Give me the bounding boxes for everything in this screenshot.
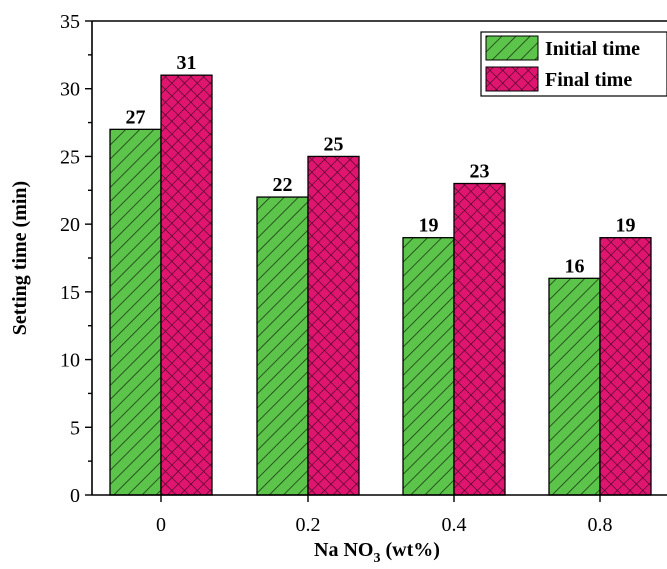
- legend-label-initial-time: Initial time: [545, 38, 640, 60]
- x-ticks-group: 0 0.2 0.4 0.8: [156, 495, 613, 536]
- x-axis-title-main: Na NO: [314, 539, 373, 561]
- data-label-initial-time-0-4: 19: [419, 215, 439, 237]
- y-tick-label: 5: [70, 417, 80, 439]
- y-tick-label: 25: [60, 146, 80, 168]
- y-ticks-group: 0 5 10 15 20 25 30 35: [60, 11, 92, 507]
- y-axis-title: Setting time (min): [9, 181, 31, 335]
- legend: Initial time Final time: [480, 31, 667, 97]
- x-tick-label: 0: [156, 514, 166, 536]
- y-tick-label: 15: [60, 282, 80, 304]
- data-label-final-time-0-8: 19: [616, 215, 636, 237]
- x-tick-label: 0.8: [588, 514, 613, 536]
- y-tick-label: 30: [60, 79, 80, 101]
- data-label-final-time-0: 31: [177, 52, 197, 74]
- legend-swatch-initial-time: [485, 35, 539, 61]
- bars-group: [109, 74, 652, 496]
- x-axis-title-unit: (wt%): [381, 539, 440, 561]
- bar-final-time-0-2: [307, 155, 360, 496]
- data-label-initial-time-0: 27: [126, 106, 146, 128]
- bar-initial-time-0-2: [256, 196, 309, 496]
- data-label-initial-time-0-8: 16: [565, 255, 585, 277]
- y-tick-label: 10: [60, 350, 80, 372]
- y-tick-label: 0: [70, 485, 80, 507]
- data-label-final-time-0-2: 25: [324, 133, 344, 155]
- data-labels-group: 27 31 22 25 19 23 16 19: [126, 52, 636, 277]
- x-axis-title-subscript: 3: [374, 551, 381, 566]
- x-tick-label: 0.2: [296, 514, 321, 536]
- y-tick-label: 20: [60, 214, 80, 236]
- bar-final-time-0-8: [599, 237, 652, 496]
- bar-initial-time-0-8: [548, 277, 601, 496]
- y-tick-label: 35: [60, 11, 80, 33]
- bar-final-time-0-4: [453, 182, 506, 496]
- legend-label-final-time: Final time: [545, 69, 632, 91]
- bar-initial-time-0-4: [402, 237, 455, 496]
- legend-swatch-final-time: [485, 66, 539, 92]
- data-label-initial-time-0-2: 22: [273, 174, 293, 196]
- x-axis-title: Na NO3 (wt%): [314, 539, 440, 566]
- data-label-final-time-0-4: 23: [470, 161, 490, 183]
- bar-initial-time-0: [109, 128, 162, 496]
- bar-final-time-0: [160, 74, 213, 496]
- x-tick-label: 0.4: [442, 514, 467, 536]
